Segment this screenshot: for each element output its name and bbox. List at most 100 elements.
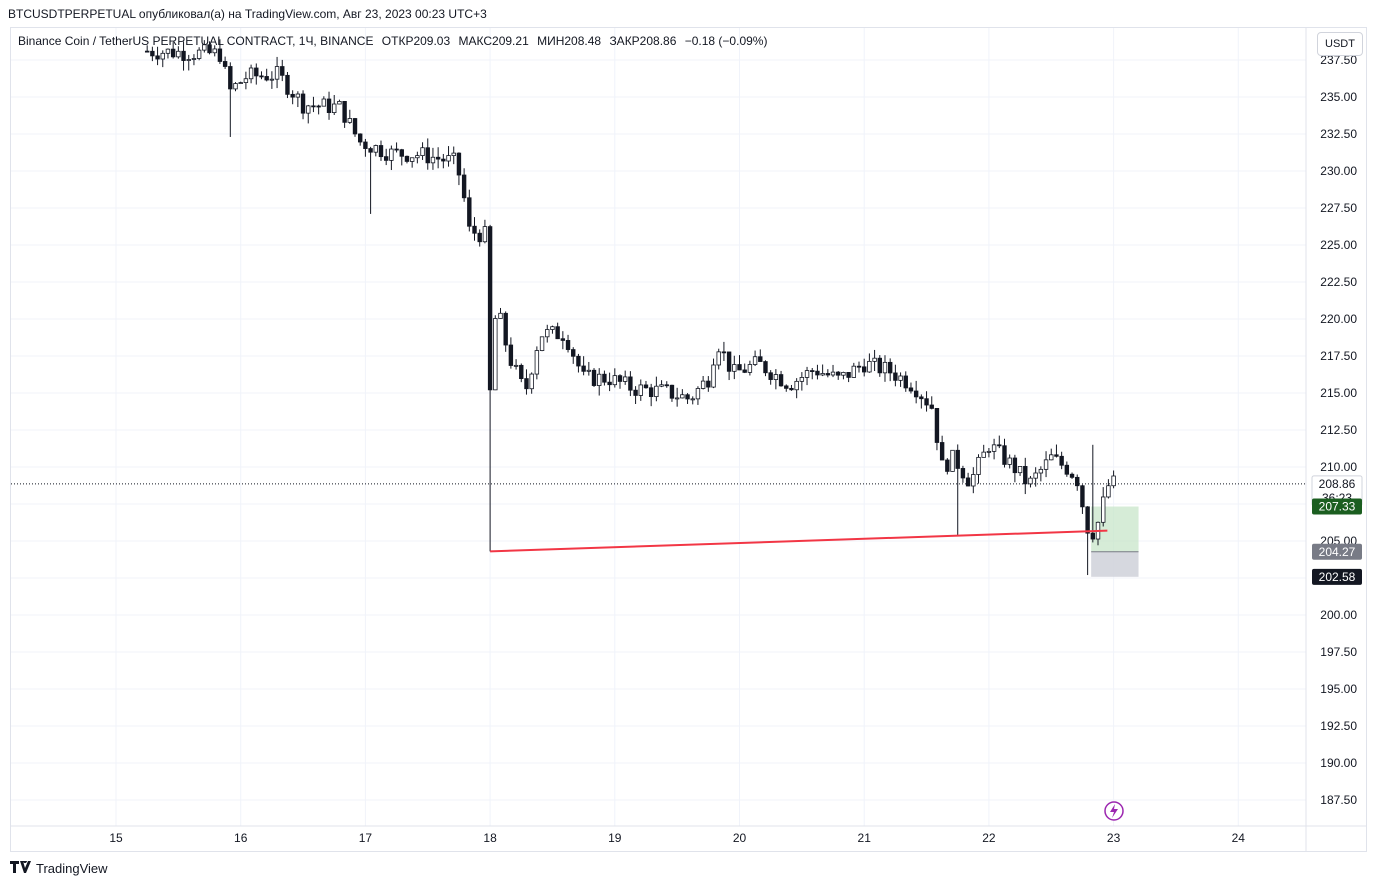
candle-body [752, 356, 758, 365]
candle-body [472, 225, 477, 234]
candle-body [399, 149, 404, 157]
candle-body [581, 365, 586, 372]
candle-body [612, 375, 617, 386]
candle-body [721, 351, 727, 354]
candle-body [971, 474, 976, 487]
footer-brand[interactable]: TradingView [10, 859, 108, 876]
candle-body [700, 380, 706, 389]
candle-body [467, 197, 472, 227]
candle-body [326, 98, 332, 113]
y-tick-label: 210.00 [1320, 460, 1357, 474]
candle-body [690, 398, 695, 401]
candle-body [706, 380, 711, 388]
y-tick-label: 187.50 [1320, 793, 1357, 807]
candle-body [965, 477, 971, 487]
candle-body [659, 384, 664, 387]
candle-body [524, 378, 529, 390]
target-price-tag-box [1312, 498, 1362, 515]
candle-body [290, 93, 295, 98]
candle-body [165, 48, 171, 54]
candle-body [820, 373, 825, 376]
candle-body [1043, 459, 1049, 470]
candle-body [862, 366, 867, 373]
candle-body [311, 105, 316, 108]
candle-body [430, 156, 436, 164]
candle-body [347, 118, 353, 123]
x-tick-label: 19 [608, 831, 622, 845]
candle-body [887, 361, 893, 374]
symbol-legend: Binance Coin / TetherUS PERPETUAL CONTRA… [18, 34, 772, 48]
candle-body [825, 373, 831, 376]
candle-body [337, 101, 342, 105]
candle-body [571, 349, 576, 357]
legend-open: ОТКР209.03 [381, 34, 451, 48]
candle-body [503, 312, 508, 346]
currency-button[interactable]: USDT [1317, 32, 1363, 56]
candle-body [539, 336, 545, 351]
candle-body [856, 365, 862, 368]
y-tick-label: 192.50 [1320, 719, 1357, 733]
candle-body [991, 444, 997, 452]
candle-body [913, 390, 919, 398]
y-tick-label: 220.00 [1320, 312, 1357, 326]
candle-body [534, 350, 540, 375]
candle-body [545, 329, 550, 338]
candle-body [950, 449, 955, 472]
candle-body [898, 375, 903, 381]
chart-grid [11, 28, 1366, 852]
candle-body [363, 141, 368, 149]
candle-body [565, 340, 571, 350]
candle-body [867, 360, 872, 373]
candle-body [368, 148, 373, 153]
candle-body [1080, 485, 1085, 508]
candle-body [804, 370, 810, 378]
candle-body [669, 384, 675, 399]
candle-body [648, 387, 654, 398]
candle-body [513, 364, 519, 367]
candle-body [519, 364, 524, 379]
candle-body [1069, 473, 1075, 478]
candle-body [150, 50, 155, 57]
y-tick-label: 200.00 [1320, 608, 1357, 622]
candle-body [451, 152, 456, 156]
candle-body [487, 226, 493, 391]
x-tick-label: 21 [858, 831, 872, 845]
candle-body [316, 105, 321, 108]
candle-body [711, 364, 716, 388]
candle-body [576, 355, 581, 367]
candle-body [498, 312, 503, 319]
candle-body [196, 49, 202, 59]
candle-body [446, 155, 451, 162]
candle-body [264, 76, 269, 81]
candle-body [778, 374, 784, 387]
stop-price-tag: 202.58 [1319, 570, 1356, 584]
candle-body [217, 48, 223, 62]
legend-close: ЗАКР208.86 [609, 34, 677, 48]
candle-body [378, 145, 384, 158]
x-tick-label: 15 [109, 831, 123, 845]
x-tick-label: 17 [359, 831, 373, 845]
candle-body [841, 372, 846, 376]
candle-body [456, 152, 462, 176]
candle-body [794, 380, 799, 391]
candle-body [461, 174, 467, 199]
entry-price-tag: 204.27 [1319, 545, 1356, 559]
candle-body [643, 384, 649, 389]
candle-body [155, 55, 160, 60]
tradingview-logo-icon [10, 859, 32, 876]
candle-body [695, 388, 701, 400]
candle-body [919, 396, 924, 400]
candle-body [1033, 472, 1038, 479]
y-tick-label: 235.00 [1320, 90, 1357, 104]
current-price-label: 208.86 [1319, 477, 1356, 491]
candle-body [685, 394, 690, 400]
y-tick-label: 232.50 [1320, 127, 1357, 141]
x-tick-label: 20 [733, 831, 747, 845]
candle-body [763, 361, 768, 374]
candle-body [628, 376, 633, 391]
candle-body [352, 118, 358, 135]
y-tick-label: 195.00 [1320, 682, 1357, 696]
candle-body [425, 147, 430, 164]
candle-body [280, 66, 285, 76]
